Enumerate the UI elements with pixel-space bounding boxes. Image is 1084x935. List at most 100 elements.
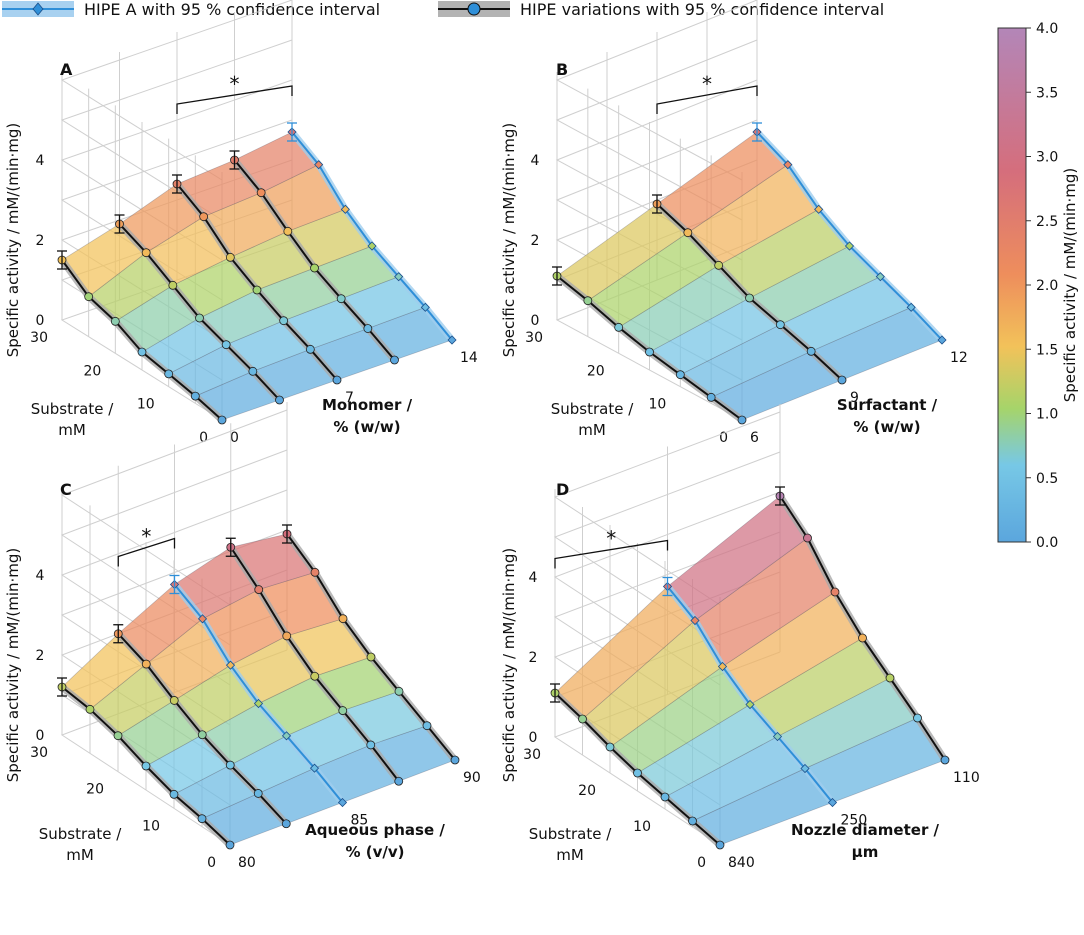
series-lines bbox=[550, 486, 950, 850]
data-point bbox=[363, 324, 373, 333]
z-tick-label: 4 bbox=[36, 153, 45, 169]
data-point bbox=[803, 533, 812, 543]
data-point bbox=[141, 659, 151, 669]
legend-hipe-a-text: HIPE A with 95 % confidence interval bbox=[84, 0, 380, 19]
data-point bbox=[332, 375, 342, 385]
x-axis-label-unit: % (v/v) bbox=[346, 843, 405, 861]
data-point bbox=[338, 614, 348, 624]
x-tick-label: 840 bbox=[728, 855, 755, 871]
data-point bbox=[84, 292, 94, 302]
data-point bbox=[422, 721, 432, 731]
grid-line bbox=[553, 411, 781, 606]
substrate-tick-label: 10 bbox=[142, 818, 160, 834]
data-point bbox=[583, 296, 593, 306]
x-tick-label: 12 bbox=[950, 350, 968, 366]
error-bar bbox=[57, 677, 67, 697]
substrate-label: Substrate / bbox=[529, 825, 612, 843]
substrate-label: Substrate / bbox=[551, 400, 634, 418]
error-bar bbox=[550, 683, 560, 703]
data-point bbox=[197, 814, 207, 824]
substrate-label-unit: mM bbox=[58, 421, 86, 439]
significance-star: * bbox=[141, 525, 151, 549]
significance-star: * bbox=[230, 72, 240, 96]
data-point bbox=[645, 347, 654, 357]
data-point bbox=[837, 375, 847, 385]
z-axis-label: Specific activity / mM/(min·mg) bbox=[500, 123, 518, 358]
error-bar bbox=[287, 122, 297, 142]
x-axis-label: Surfactant / bbox=[837, 396, 938, 414]
substrate-label: Substrate / bbox=[31, 400, 114, 418]
data-point bbox=[937, 335, 947, 345]
panels: * A Specific activity / mM/(min·mg) 0 2 4 30 20… bbox=[4, 0, 980, 871]
data-point bbox=[275, 395, 284, 405]
data-point bbox=[706, 392, 716, 402]
data-point bbox=[844, 241, 855, 251]
data-point bbox=[336, 294, 346, 304]
data-point bbox=[714, 260, 724, 270]
colorbar-tick-label: 1.0 bbox=[1036, 407, 1058, 423]
data-point bbox=[190, 391, 200, 401]
z-tick-label: 4 bbox=[531, 153, 540, 169]
substrate-label-unit: mM bbox=[556, 846, 584, 864]
z-tick-label: 2 bbox=[36, 648, 45, 664]
surface bbox=[556, 131, 943, 421]
x-tick-label: 7 bbox=[345, 390, 354, 406]
data-point bbox=[253, 698, 264, 709]
substrate-tick-label: 10 bbox=[633, 819, 651, 835]
significance-star: * bbox=[702, 72, 712, 96]
colorbar-tick-label: 3.5 bbox=[1036, 85, 1058, 101]
x-axis-label: Aqueous phase / bbox=[305, 821, 445, 839]
legend-circle-icon bbox=[467, 2, 481, 16]
data-point bbox=[715, 840, 725, 850]
data-point bbox=[197, 730, 207, 740]
x-axis-label: Nozzle diameter / bbox=[791, 821, 940, 839]
z-tick-label: 0 bbox=[529, 730, 538, 746]
data-point bbox=[254, 585, 264, 594]
z-axis-label: Specific activity / mM/(min·mg) bbox=[4, 548, 22, 783]
legend-diamond-icon bbox=[32, 2, 44, 16]
data-point bbox=[660, 792, 670, 802]
data-point bbox=[814, 204, 824, 214]
x-tick-label: 14 bbox=[460, 350, 478, 366]
panel-letter: A bbox=[60, 60, 73, 79]
significance-star: * bbox=[606, 527, 616, 551]
x-tick-label: 0 bbox=[230, 430, 239, 446]
data-point bbox=[195, 313, 204, 323]
panel-letter: D bbox=[556, 480, 569, 499]
x-tick-label: 80 bbox=[238, 855, 256, 871]
x-tick-label: 9 bbox=[850, 390, 859, 406]
panel-d: * D Specific activity / mM/(min·mg) 0 2 4 30 20… bbox=[500, 404, 980, 871]
data-point bbox=[169, 696, 179, 705]
x-axis-label-unit: µm bbox=[852, 843, 879, 861]
substrate-tick-label: 0 bbox=[719, 430, 728, 446]
data-point bbox=[248, 366, 258, 376]
data-point bbox=[340, 204, 350, 214]
data-point bbox=[366, 740, 376, 750]
colorbar-ticks: 0.0 0.5 1.0 1.5 2.0 2.5 3.0 3.5 4.0 bbox=[1026, 21, 1058, 551]
data-point bbox=[940, 755, 950, 765]
data-point bbox=[169, 789, 179, 799]
colorbar-tick-label: 3.0 bbox=[1036, 150, 1058, 166]
substrate-tick-label: 0 bbox=[199, 430, 208, 446]
error-bar bbox=[775, 486, 785, 506]
data-point bbox=[282, 631, 292, 641]
data-point bbox=[256, 188, 266, 198]
legend: HIPE A with 95 % confidence interval HIP… bbox=[2, 0, 884, 19]
error-bar bbox=[113, 624, 124, 644]
x-tick-label: 90 bbox=[463, 770, 481, 786]
data-point bbox=[309, 763, 320, 773]
bracket-line bbox=[117, 537, 176, 567]
data-point bbox=[225, 840, 235, 850]
substrate-tick-label: 20 bbox=[86, 782, 104, 798]
substrate-tick-label: 10 bbox=[649, 397, 667, 413]
data-point bbox=[199, 212, 209, 222]
colorbar-tick-label: 0.0 bbox=[1036, 535, 1058, 551]
bracket-line bbox=[656, 85, 758, 114]
data-point bbox=[279, 316, 289, 326]
x-axis-label-unit: % (w/w) bbox=[333, 418, 400, 436]
substrate-tick-label: 30 bbox=[525, 330, 543, 346]
error-bar bbox=[172, 174, 182, 194]
error-bar bbox=[662, 576, 673, 597]
data-point bbox=[772, 731, 783, 742]
data-point bbox=[717, 661, 728, 672]
